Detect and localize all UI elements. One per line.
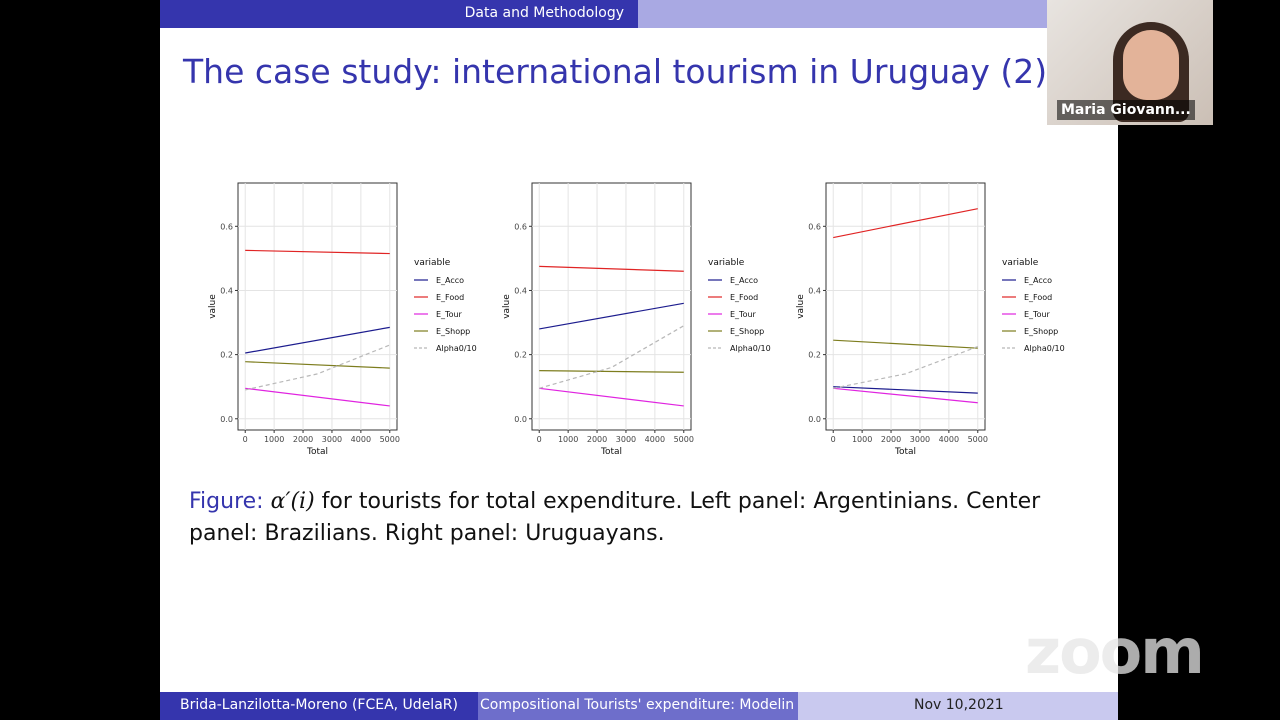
- legend-label: E_Food: [436, 293, 464, 302]
- legend-label: E_Tour: [436, 310, 463, 319]
- y-axis-label: value: [796, 294, 806, 319]
- x-axis-label: Total: [306, 447, 328, 457]
- caption-math: α′(i): [270, 489, 315, 514]
- x-tick-label: 1000: [558, 435, 578, 444]
- slide-title: The case study: international tourism in…: [183, 52, 1048, 91]
- y-tick-label: 0.6: [514, 222, 527, 231]
- y-tick-label: 0.4: [808, 286, 821, 295]
- series-line: [539, 387, 684, 407]
- caption-label: Figure:: [189, 489, 264, 514]
- x-tick-label: 5000: [380, 435, 400, 444]
- y-tick-label: 0.0: [808, 415, 821, 424]
- legend-title: variable: [708, 258, 745, 268]
- participant-name: Maria Giovann...: [1057, 100, 1195, 120]
- x-tick-label: 5000: [968, 435, 988, 444]
- section-title: Data and Methodology: [464, 5, 624, 21]
- series-line: [539, 370, 684, 373]
- person-face: [1123, 30, 1179, 100]
- x-axis-label: Total: [894, 447, 916, 457]
- x-tick-label: 3000: [910, 435, 930, 444]
- y-tick-label: 0.2: [220, 351, 233, 360]
- legend-label: E_Shopp: [730, 327, 764, 336]
- x-tick-label: 4000: [351, 435, 371, 444]
- series-line: [245, 326, 390, 354]
- legend-label: E_Shopp: [1024, 327, 1058, 336]
- footer-authors: Brida-Lanzilotta-Moreno (FCEA, UdelaR): [160, 692, 478, 720]
- caption-text: for tourists for total expenditure. Left…: [189, 489, 1041, 546]
- y-tick-label: 0.0: [220, 415, 233, 424]
- series-line: [539, 302, 684, 330]
- series-line: [539, 265, 684, 272]
- x-tick-label: 4000: [645, 435, 665, 444]
- x-tick-label: 0: [243, 435, 248, 444]
- y-axis-label: value: [502, 294, 512, 319]
- series-line: [245, 249, 390, 255]
- legend-label: Alpha0/10: [436, 344, 477, 353]
- video-tile[interactable]: Maria Giovann...: [1047, 0, 1213, 125]
- x-tick-label: 2000: [293, 435, 313, 444]
- x-tick-label: 5000: [674, 435, 694, 444]
- legend-title: variable: [1002, 258, 1039, 268]
- footer-talk: Compositional Tourists' expenditure: Mod…: [478, 692, 798, 720]
- legend-label: E_Acco: [1024, 276, 1052, 285]
- series-line: [833, 208, 978, 239]
- watermark: zoom: [1025, 615, 1205, 688]
- legend-label: E_Food: [1024, 293, 1052, 302]
- x-tick-label: 2000: [881, 435, 901, 444]
- x-tick-label: 3000: [322, 435, 342, 444]
- x-tick-label: 0: [537, 435, 542, 444]
- x-tick-label: 1000: [264, 435, 284, 444]
- series-line: [833, 386, 978, 394]
- y-tick-label: 0.2: [514, 351, 527, 360]
- y-tick-label: 0.6: [220, 222, 233, 231]
- legend-label: E_Acco: [730, 276, 758, 285]
- legend-label: E_Tour: [730, 310, 757, 319]
- header-bar: Data and Methodology: [160, 0, 638, 28]
- x-axis-label: Total: [600, 447, 622, 457]
- y-tick-label: 0.0: [514, 415, 527, 424]
- x-tick-label: 0: [831, 435, 836, 444]
- x-tick-label: 4000: [939, 435, 959, 444]
- plot-area: [237, 182, 398, 431]
- legend-label: E_Food: [730, 293, 758, 302]
- y-tick-label: 0.6: [808, 222, 821, 231]
- header-bar-right: [638, 0, 1118, 28]
- series-line: [833, 387, 978, 404]
- series-line: [245, 387, 390, 407]
- legend-label: Alpha0/10: [730, 344, 771, 353]
- series-line: [833, 346, 978, 389]
- y-tick-label: 0.4: [514, 286, 527, 295]
- y-tick-label: 0.4: [220, 286, 233, 295]
- series-line: [833, 339, 978, 349]
- x-tick-label: 1000: [852, 435, 872, 444]
- y-tick-label: 0.2: [808, 351, 821, 360]
- legend-label: E_Shopp: [436, 327, 470, 336]
- plot-area: [825, 182, 986, 431]
- series-line: [245, 361, 390, 369]
- legend-label: E_Tour: [1024, 310, 1051, 319]
- y-axis-label: value: [208, 294, 218, 319]
- footer-date: Nov 10,2021: [798, 692, 1118, 720]
- legend-label: E_Acco: [436, 276, 464, 285]
- series-line: [245, 344, 390, 391]
- x-tick-label: 2000: [587, 435, 607, 444]
- x-tick-label: 3000: [616, 435, 636, 444]
- legend-title: variable: [414, 258, 451, 268]
- caption: Figure: α′(i) for tourists for total exp…: [189, 486, 1089, 550]
- legend-label: Alpha0/10: [1024, 344, 1065, 353]
